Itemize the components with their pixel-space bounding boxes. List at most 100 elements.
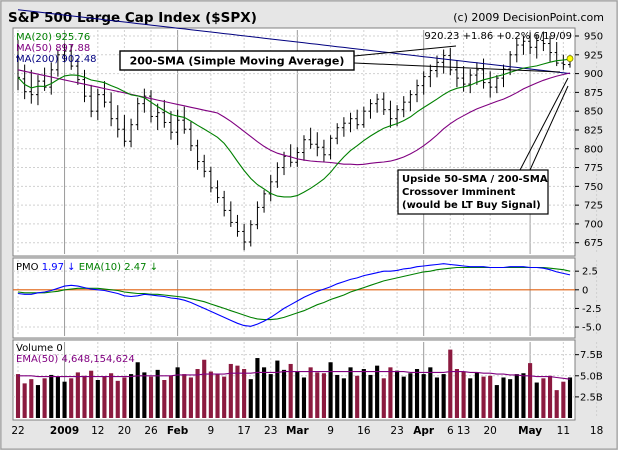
copyright-text: (c) 2009 DecisionPoint.com [453, 11, 604, 24]
crossover-pointer-2 [529, 85, 569, 171]
volume-ema-label: EMA(50) 4,648,154,624 [16, 354, 135, 365]
volume-bar [188, 377, 193, 418]
x-axis-label: Mar [286, 425, 310, 437]
price-tick-label: 950 [584, 32, 603, 43]
volume-bar [102, 376, 107, 418]
volume-ema-line [18, 371, 571, 380]
volume-bar [195, 369, 200, 418]
volume-bar [481, 376, 486, 418]
volume-bar [361, 369, 366, 418]
volume-bar [115, 380, 120, 418]
volume-bar [401, 376, 406, 418]
indicator-lines [17, 9, 574, 380]
x-axis-label: 22 [11, 425, 24, 437]
price-readout: 920.23 +1.86 +0.2% 6/19/09 [424, 31, 572, 42]
x-axis-label: 11 [557, 425, 570, 437]
volume-bar [448, 349, 453, 418]
volume-bar [428, 367, 433, 418]
sma200-annotation: 200-SMA (Simple Moving Average) [119, 45, 561, 73]
x-axis-label: 23 [390, 425, 403, 437]
volume-bar [308, 367, 313, 418]
price-tick-label: 725 [584, 201, 603, 212]
volume-bar [375, 365, 380, 418]
price-tick-label: 925 [584, 50, 603, 61]
crossover-annotation-box [397, 169, 549, 215]
volume-y-axis: 7.5B 5.0B 2.5B [575, 350, 603, 403]
volume-bar [341, 378, 346, 418]
price-tick-label: 675 [584, 238, 603, 249]
volume-bar [155, 369, 160, 418]
pmo-tick-label: -5.0 [582, 323, 602, 334]
volume-bar [295, 371, 300, 418]
x-axis-label: Apr [413, 425, 435, 437]
x-axis-label: 9 [208, 425, 215, 437]
sma200-pointer-1 [353, 45, 457, 57]
volume-bar [49, 374, 54, 418]
crossover-line-1: Upside 50-SMA / 200-SMA [402, 174, 548, 185]
x-axis-label: May [518, 425, 542, 437]
volume-bar [42, 378, 47, 418]
volume-bar [69, 378, 74, 418]
sma20-line [17, 58, 571, 198]
volume-bar [528, 363, 533, 418]
volume-bar [255, 358, 260, 418]
volume-bar [55, 376, 60, 418]
pmo-line [17, 263, 571, 327]
volume-bar [301, 377, 307, 418]
price-y-axis: 950 925 900 875 850 825 800 775 750 725 700 675 [575, 32, 603, 249]
volume-bar [75, 372, 80, 418]
volume-bar [15, 374, 21, 418]
x-axis-label: 20 [118, 425, 131, 437]
volume-panel [12, 339, 576, 421]
pmo-tick-label: 0 [582, 285, 588, 296]
volume-bar [228, 363, 233, 418]
last-price-marker [566, 55, 574, 62]
volume-bar [328, 362, 333, 418]
volume-bar [508, 379, 513, 418]
crossover-line-2: Crossover Imminent [402, 187, 516, 198]
volume-bar [142, 372, 147, 418]
volume-bar [441, 374, 446, 418]
x-axis-label: 13 [457, 425, 470, 437]
price-tick-label: 875 [584, 88, 603, 99]
sma200-pointer-2 [353, 62, 561, 73]
x-axis-label: Feb [167, 425, 189, 437]
x-axis-label: 18 [590, 425, 603, 437]
sma50-line [17, 69, 571, 166]
price-tick-label: 800 [584, 144, 603, 155]
volume-bar [501, 377, 506, 418]
pmo-tick-label: -2.5 [582, 304, 602, 315]
volume-bar [248, 379, 253, 418]
x-axis-label: 20 [484, 425, 497, 437]
crossover-annotation: Upside 50-SMA / 200-SMA Crossover Immine… [397, 77, 569, 215]
chart-title: S&P 500 Large Cap Index ($SPX) [8, 10, 257, 26]
crossover-pointer-1 [519, 77, 569, 171]
volume-bar [541, 378, 546, 418]
volume-bar [168, 375, 174, 418]
pmo-y-axis: 2.5 0 -2.5 -5.0 [575, 267, 602, 334]
crossover-line-3: (would be LT Buy Signal) [402, 200, 541, 211]
volume-bar [474, 372, 479, 418]
volume-tick-label: 5.0B [580, 371, 603, 382]
volume-bar [421, 374, 426, 418]
volume-bar [468, 378, 473, 418]
pmo-ema-line [17, 266, 571, 321]
volume-bar [95, 380, 100, 418]
volume-bar [22, 383, 27, 418]
volume-bar [567, 377, 573, 418]
volume-bar [235, 365, 240, 418]
volume-bar [521, 373, 526, 418]
volume-bar [414, 369, 420, 418]
volume-bar [454, 369, 460, 418]
volume-bar [561, 381, 566, 418]
price-tick-label: 825 [584, 125, 603, 136]
volume-tick-label: 7.5B [580, 350, 603, 361]
x-axis-label: 12 [91, 425, 104, 437]
volume-tick-label: 2.5B [580, 392, 603, 403]
volume-bar [488, 375, 493, 418]
pmo-legend: PMO 1.97 ↓ EMA(10) 2.47 ↓ [16, 262, 158, 273]
volume-bar [242, 369, 247, 418]
volume-bar [128, 374, 134, 418]
volume-bar [368, 374, 373, 418]
